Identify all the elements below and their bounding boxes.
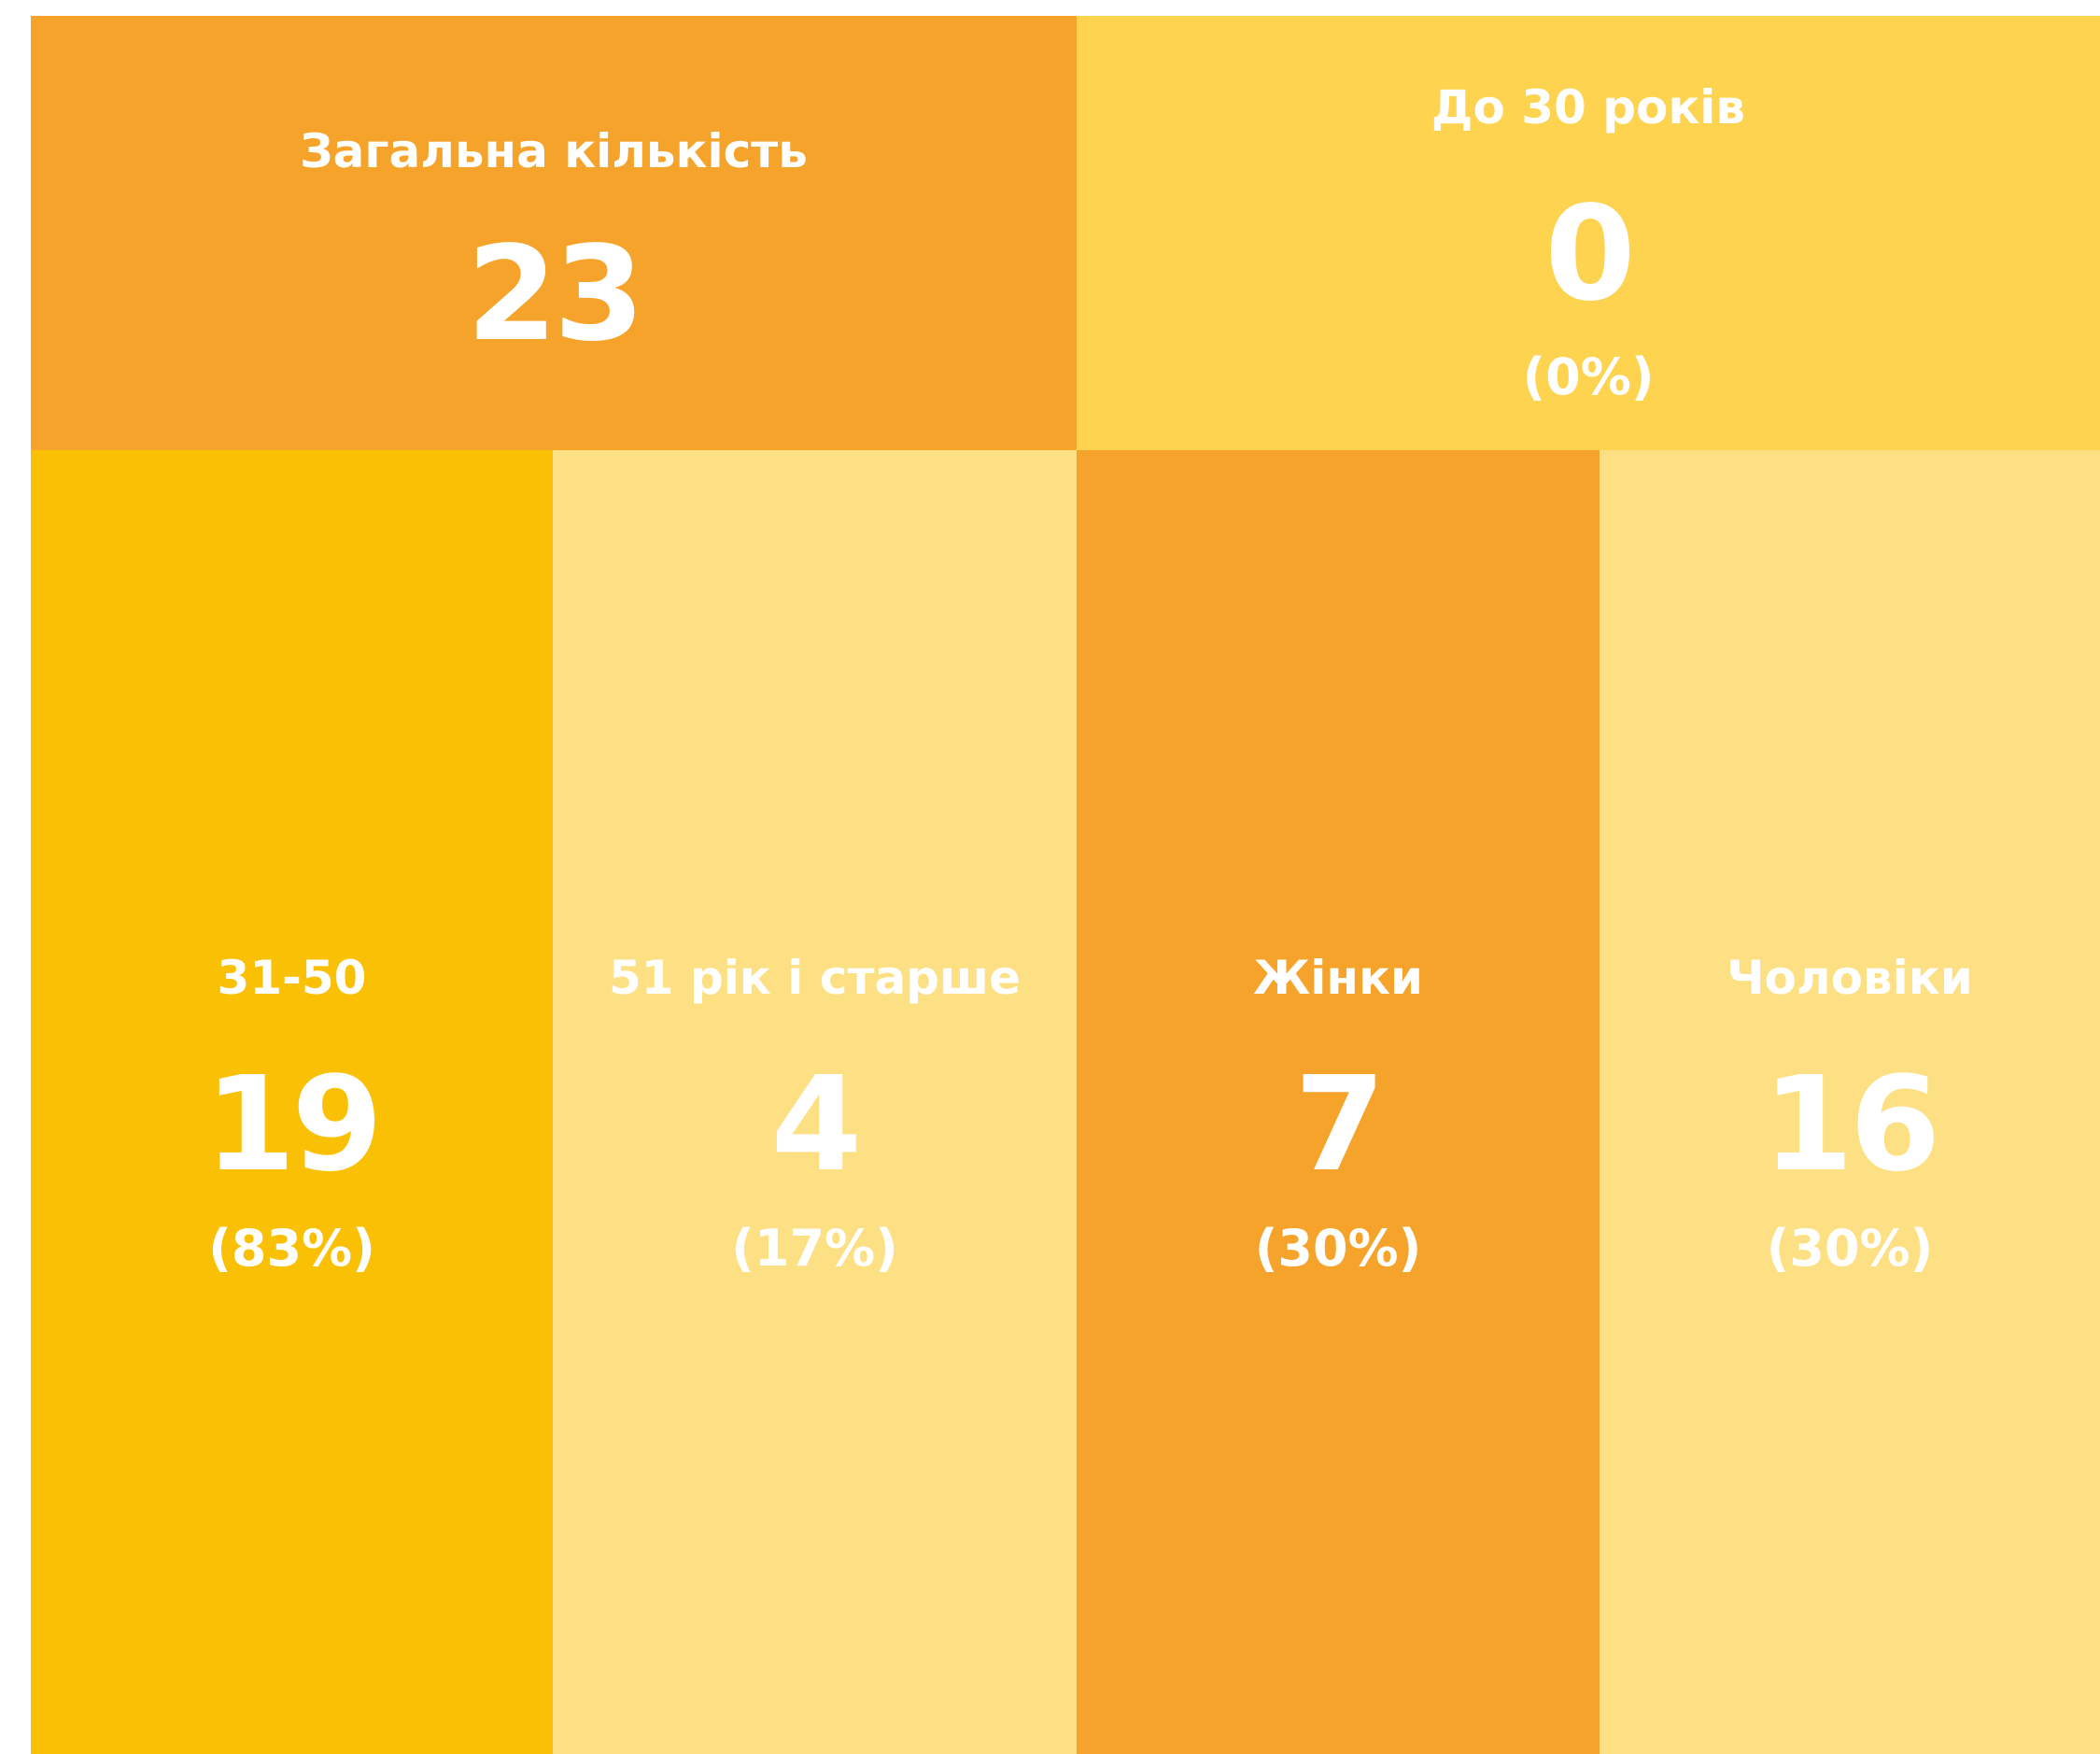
tile-percent: (30%): [1766, 1219, 1934, 1278]
tile-label: Чоловіки: [1727, 951, 1973, 1005]
tile-label: До 30 років: [1431, 80, 1746, 134]
tile-value: 19: [204, 1049, 383, 1201]
age-51-plus-tile: 51 рік і старше 4 (17%): [553, 450, 1077, 1754]
tile-value: 7: [1294, 1049, 1385, 1201]
tile-value: 16: [1762, 1049, 1941, 1201]
tile-label: Жінки: [1253, 951, 1423, 1005]
women-tile: Жінки 7 (30%): [1077, 450, 1600, 1754]
tile-percent: (17%): [731, 1219, 898, 1278]
tile-label: 31-50: [217, 951, 367, 1005]
age-31-50-tile: 31-50 19 (83%): [31, 450, 553, 1754]
tile-value: 0: [1544, 178, 1635, 331]
tile-percent: (30%): [1254, 1219, 1422, 1278]
total-tile: Загальна кількість 23: [31, 16, 1077, 450]
tile-value: 23: [466, 219, 645, 371]
tile-value: 4: [770, 1049, 862, 1201]
tile-label: 51 рік і старше: [609, 951, 1021, 1005]
tile-percent: (83%): [208, 1219, 375, 1278]
men-tile: Чоловіки 16 (30%): [1600, 450, 2100, 1754]
tile-percent: (0%): [1522, 347, 1655, 406]
tile-label: Загальна кількість: [300, 124, 808, 178]
under-30-tile: До 30 років 0 (0%): [1077, 16, 2100, 450]
